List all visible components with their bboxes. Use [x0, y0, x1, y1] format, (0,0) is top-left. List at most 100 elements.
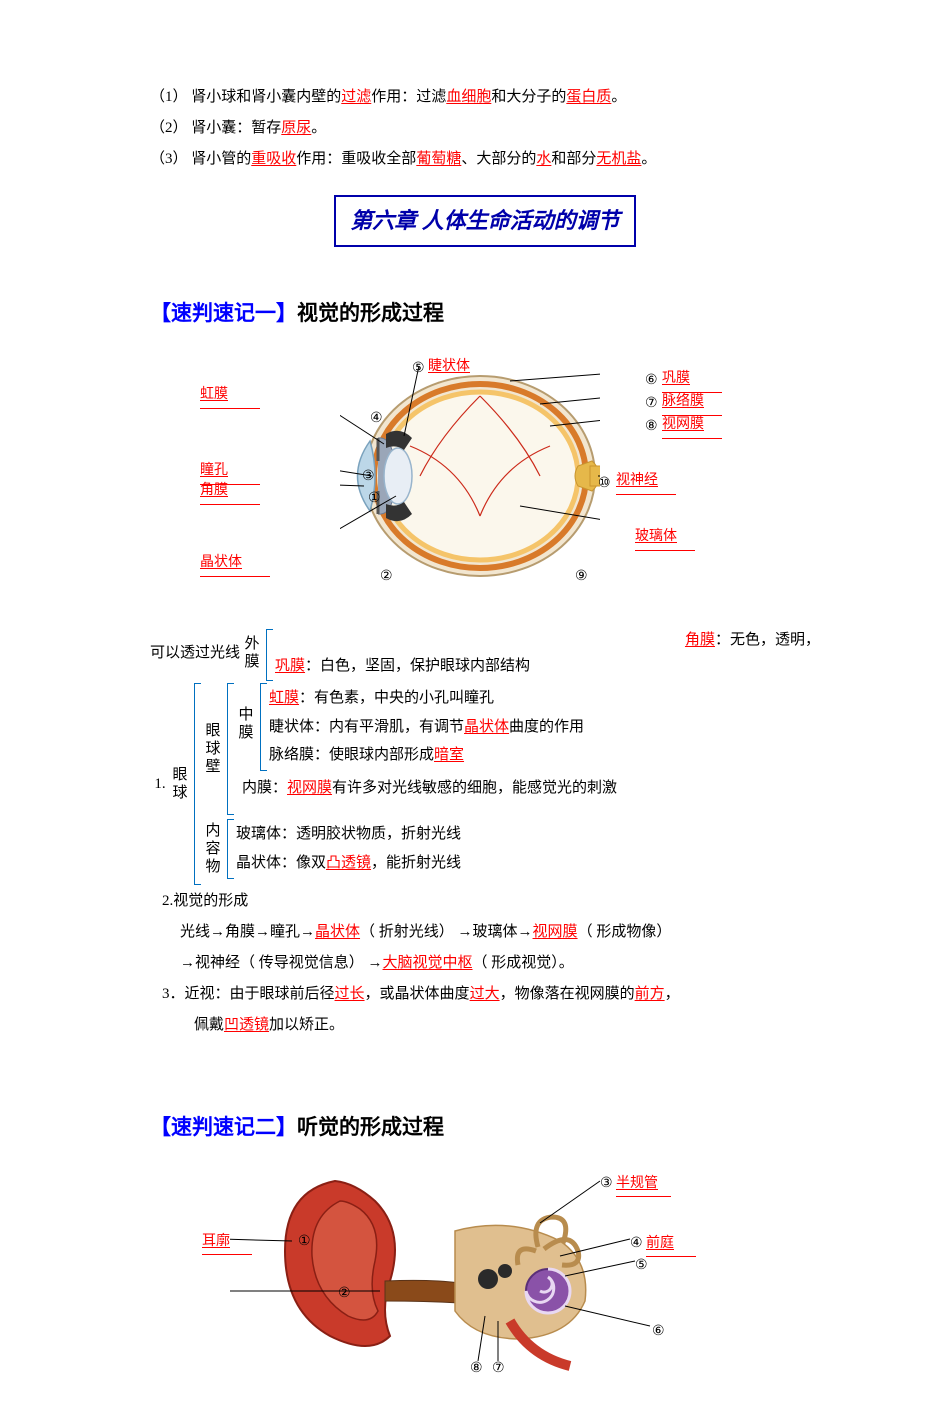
eye-num-6: ⑥	[645, 368, 658, 393]
eye-num-2: ②	[380, 564, 393, 589]
section-heading-2: 【速判速记二】听觉的形成过程	[150, 1109, 820, 1147]
eye-label-iris: 虹膜	[200, 382, 260, 408]
text: （ 形成物像）	[578, 924, 672, 940]
keyword: 水	[536, 151, 551, 167]
keyword: 过大	[470, 986, 500, 1002]
formation-line-2: →视神经（ 传导视觉信息） →大脑视觉中枢（ 形成视觉）。	[180, 950, 820, 977]
text: →视神经（ 传导视觉信息） →	[180, 955, 383, 971]
choroid-desc: 脉络膜：使眼球内部形成暗室	[269, 741, 584, 770]
eye-label-ciliary: 睫状体	[428, 354, 470, 379]
text: （ 折射光线） →玻璃体→	[360, 924, 533, 940]
eye-num-7: ⑦	[645, 391, 658, 416]
text: 脉络膜：使眼球内部形成	[269, 747, 434, 763]
text: 肾小囊：暂存	[191, 120, 281, 136]
text: 佩戴	[194, 1017, 224, 1033]
sclera-desc: 巩膜：白色，坚固，保护眼球内部结构	[275, 652, 530, 681]
text: 。	[641, 151, 656, 167]
eye-num-5: ⑤	[412, 356, 425, 381]
text: ，	[665, 986, 680, 1002]
iris-desc: 虹膜：有色素，中央的小孔叫瞳孔	[269, 684, 584, 713]
ear-num-2: ②	[338, 1281, 351, 1306]
text: ：无色，透明，	[715, 632, 820, 648]
text: 内膜：	[242, 780, 287, 796]
text: 和大分子的	[491, 89, 566, 105]
keyword: 重吸收	[251, 151, 296, 167]
eye-svg	[340, 366, 600, 586]
heading-bracket: 【速判速记一】	[150, 301, 297, 325]
keyword: 凹透镜	[224, 1017, 269, 1033]
eye-label-retina: 视网膜	[662, 412, 722, 438]
kidney-item-3: （3） 肾小管的重吸收作用：重吸收全部葡萄糖、大部分的水和部分无机盐。	[150, 146, 820, 173]
keyword: 视网膜	[287, 780, 332, 796]
eye-structure-tree: 角膜：无色，透明， 可以透过光线 外膜 巩膜：白色，坚固，保护眼球内部结构 1.…	[150, 626, 820, 884]
keyword: 视网膜	[533, 924, 578, 940]
lens-desc: 晶状体：像双凸透镜，能折射光线	[236, 849, 461, 878]
keyword: 角膜	[685, 632, 715, 648]
text: 。	[311, 120, 326, 136]
formation-line-1: 光线→角膜→瞳孔→晶状体（ 折射光线） →玻璃体→视网膜（ 形成物像）	[180, 919, 820, 946]
keyword: 暗室	[434, 747, 464, 763]
inner-membrane-desc: 内膜：视网膜有许多对光线敏感的细胞，能感觉光的刺激	[242, 774, 617, 803]
item-num: 3．	[162, 986, 185, 1002]
keyword: 大脑视觉中枢	[383, 955, 473, 971]
text: 有许多对光线敏感的细胞，能感觉光的刺激	[332, 780, 617, 796]
ear-num-1: ①	[298, 1229, 311, 1254]
ear-label-vest: 前庭	[646, 1231, 696, 1257]
text: ：白色，坚固，保护眼球内部结构	[305, 658, 530, 674]
heading-title: 视觉的形成过程	[297, 301, 444, 325]
keyword: 血细胞	[446, 89, 491, 105]
eye-label-nerve: 视神经	[616, 468, 676, 494]
outer-membrane-label: 外膜	[242, 635, 262, 671]
text: 可以透过光线	[150, 639, 240, 668]
text: 、大部分的	[461, 151, 536, 167]
item-num: （1）	[150, 89, 188, 105]
ear-num-7: ⑦	[492, 1356, 505, 1381]
ear-label-semi: 半规管	[616, 1171, 671, 1197]
text: 作用：重吸收全部	[296, 151, 416, 167]
chapter-title: 第六章 人体生命活动的调节	[334, 195, 636, 247]
text: ，物像落在视网膜的	[500, 986, 635, 1002]
text: 近视：由于眼球前后径	[185, 986, 335, 1002]
ear-diagram: ① ② ③ ④ ⑤ ⑥ ⑦ ⑧ 耳廓 半规管 前庭	[230, 1161, 730, 1371]
keyword: 晶状体	[315, 924, 360, 940]
text: 和部分	[551, 151, 596, 167]
eye-diagram: ① ② ③ ④ ⑤ ⑥ ⑦ ⑧ ⑨ ⑩ 虹膜 瞳孔 角膜 晶状体 睫状体 巩膜 …	[180, 346, 820, 606]
section-heading-1: 【速判速记一】视觉的形成过程	[150, 295, 820, 333]
keyword: 过滤	[341, 89, 371, 105]
text: 晶状体：像双	[236, 855, 326, 871]
keyword: 前方	[635, 986, 665, 1002]
text: （ 形成视觉）。	[473, 955, 574, 971]
keyword: 原尿	[281, 120, 311, 136]
eye-num-1: ①	[368, 486, 381, 511]
eye-label-lens: 晶状体	[200, 550, 270, 576]
ear-num-8: ⑧	[470, 1356, 483, 1381]
keyword: 过长	[335, 986, 365, 1002]
keyword: 无机盐	[596, 151, 641, 167]
contents-label: 内容物	[203, 820, 223, 878]
kidney-item-1: （1） 肾小球和肾小囊内壁的过滤作用：过滤血细胞和大分子的蛋白质。	[150, 84, 820, 111]
text: ，能折射光线	[371, 855, 461, 871]
keyword: 蛋白质	[566, 89, 611, 105]
heading-title: 听觉的形成过程	[297, 1115, 444, 1139]
keyword: 晶状体	[464, 719, 509, 735]
root-label: 眼球	[170, 684, 190, 884]
myopia-line-2: 佩戴凹透镜加以矫正。	[194, 1012, 820, 1039]
ear-label-pinna: 耳廓	[202, 1229, 252, 1255]
item-num: 2.	[162, 893, 173, 909]
eye-label-cornea: 角膜	[200, 478, 260, 504]
text: ：有色素，中央的小孔叫瞳孔	[299, 690, 494, 706]
num-1-label: 1.	[150, 684, 170, 884]
keyword: 虹膜	[269, 690, 299, 706]
eye-num-8: ⑧	[645, 414, 658, 439]
ear-num-6: ⑥	[652, 1319, 665, 1344]
text: ，或晶状体曲度	[365, 986, 470, 1002]
kidney-item-2: （2） 肾小囊：暂存原尿。	[150, 115, 820, 142]
eye-label-vitreous: 玻璃体	[635, 524, 695, 550]
mid-membrane-label: 中膜	[236, 684, 256, 764]
heading-bracket: 【速判速记二】	[150, 1115, 297, 1139]
keyword: 葡萄糖	[416, 151, 461, 167]
item-num: （2）	[150, 120, 188, 136]
text: 作用：过滤	[371, 89, 446, 105]
myopia-line-1: 3．近视：由于眼球前后径过长，或晶状体曲度过大，物像落在视网膜的前方，	[162, 981, 820, 1008]
text: 加以矫正。	[269, 1017, 344, 1033]
